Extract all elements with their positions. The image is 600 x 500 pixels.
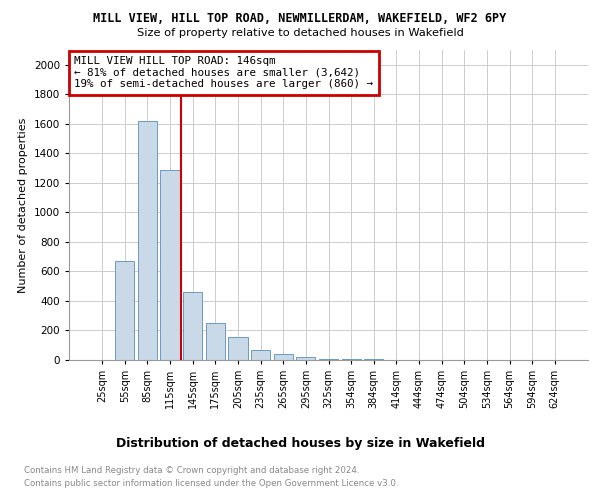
Text: MILL VIEW HILL TOP ROAD: 146sqm
← 81% of detached houses are smaller (3,642)
19%: MILL VIEW HILL TOP ROAD: 146sqm ← 81% of… — [74, 56, 373, 90]
Bar — [183, 292, 202, 360]
Text: Contains public sector information licensed under the Open Government Licence v3: Contains public sector information licen… — [24, 479, 398, 488]
Text: MILL VIEW, HILL TOP ROAD, NEWMILLERDAM, WAKEFIELD, WF2 6PY: MILL VIEW, HILL TOP ROAD, NEWMILLERDAM, … — [94, 12, 506, 26]
Bar — [274, 354, 293, 360]
Y-axis label: Number of detached properties: Number of detached properties — [18, 118, 28, 292]
Bar — [160, 170, 180, 360]
Bar — [229, 337, 248, 360]
Bar — [138, 121, 157, 360]
Bar — [206, 323, 225, 360]
Bar — [319, 358, 338, 360]
Text: Distribution of detached houses by size in Wakefield: Distribution of detached houses by size … — [115, 438, 485, 450]
Bar — [251, 350, 270, 360]
Text: Size of property relative to detached houses in Wakefield: Size of property relative to detached ho… — [137, 28, 463, 38]
Bar — [341, 359, 361, 360]
Text: Contains HM Land Registry data © Crown copyright and database right 2024.: Contains HM Land Registry data © Crown c… — [24, 466, 359, 475]
Bar — [115, 261, 134, 360]
Bar — [296, 357, 316, 360]
